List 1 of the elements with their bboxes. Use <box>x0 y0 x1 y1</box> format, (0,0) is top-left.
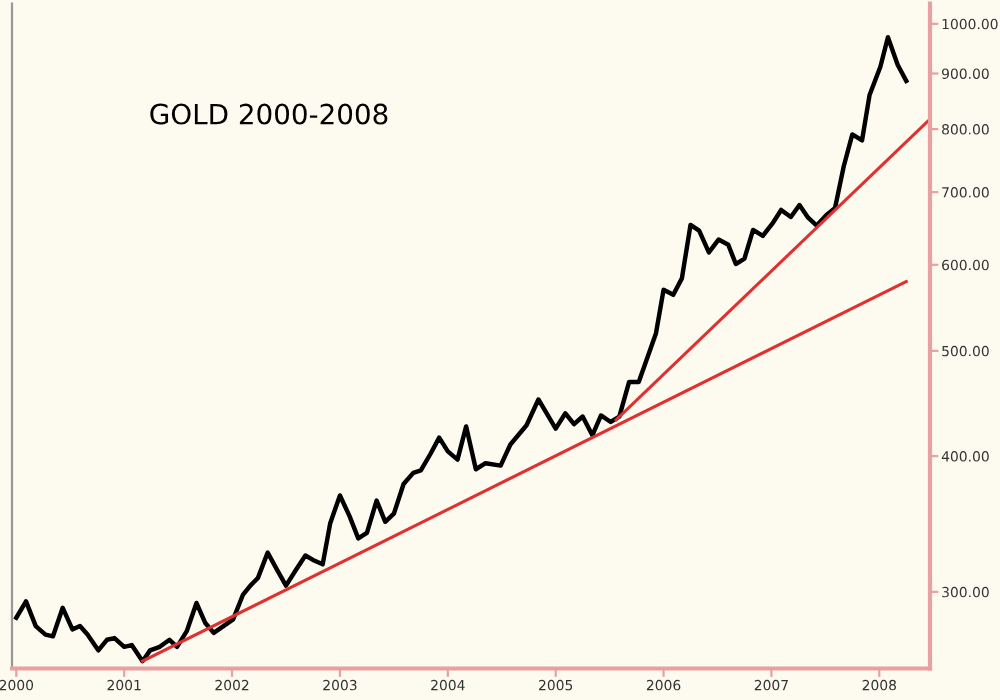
text: GOLD 2000-2008 <box>150 103 388 125</box>
